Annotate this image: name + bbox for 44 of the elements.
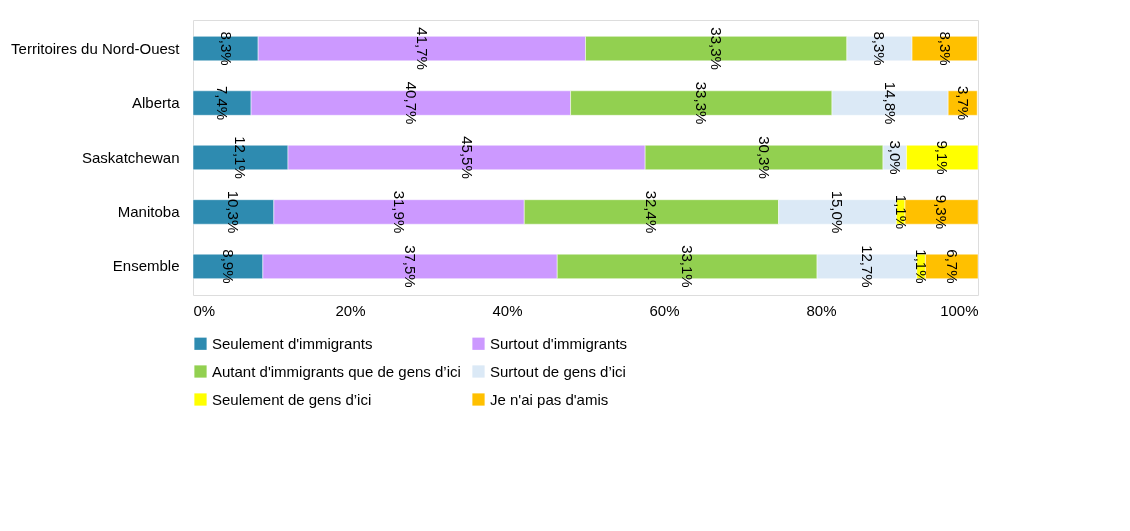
legend-label: Seulement de gens d’ici — [212, 390, 372, 408]
data-label: 8,3% — [217, 31, 235, 66]
data-label: 9,1% — [934, 140, 952, 175]
data-label: 30,3% — [756, 136, 774, 179]
data-label: 10,3% — [225, 190, 243, 234]
data-label: 40,7% — [402, 81, 420, 125]
y-tick-label: Ensemble — [112, 257, 180, 275]
data-label: 14,8% — [882, 81, 900, 125]
y-tick-label: Manitoba — [117, 202, 181, 220]
data-label: 8,3% — [871, 31, 889, 66]
data-label: 32,4% — [643, 190, 661, 234]
data-label: 8,9% — [219, 249, 237, 284]
data-label: 3,0% — [886, 140, 904, 175]
data-label: 12,1% — [232, 136, 250, 179]
data-label: 6,7% — [943, 249, 961, 284]
data-label: 1,1% — [892, 194, 910, 230]
data-label: 3,7% — [954, 85, 972, 121]
x-tick-label: 60% — [649, 301, 680, 319]
data-label: 37,5% — [402, 245, 420, 288]
data-label: 8,3% — [936, 31, 954, 66]
data-label: 1,1% — [913, 249, 931, 284]
data-label: 33,3% — [708, 27, 726, 70]
x-tick-label: 80% — [806, 301, 837, 319]
legend-label: Seulement d'immigrants — [212, 334, 373, 352]
x-tick-label: 0% — [193, 301, 216, 319]
legend-label: Surtout d'immigrants — [490, 334, 628, 352]
legend-label: Je n'ai pas d'amis — [490, 390, 609, 408]
data-label: 31,9% — [391, 190, 409, 234]
y-tick-label: Territoires du Nord-Ouest — [11, 39, 181, 57]
data-label: 9,3% — [933, 194, 951, 230]
y-tick-label: Saskatchewan — [81, 148, 180, 166]
x-tick-label: 40% — [492, 301, 523, 319]
legend-label: Autant d'immigrants que de gens d’ici — [212, 362, 461, 380]
data-label: 12,7% — [858, 245, 876, 288]
data-label: 45,5% — [458, 136, 476, 179]
x-tick-label: 20% — [335, 301, 366, 319]
x-tick-label: 100% — [940, 301, 979, 319]
legend-label: Surtout de gens d’ici — [490, 362, 626, 380]
data-label: 33,3% — [693, 81, 711, 125]
y-tick-label: Alberta — [131, 94, 181, 112]
data-label: 41,7% — [413, 27, 431, 70]
data-label: 15,0% — [829, 190, 847, 234]
data-label: 33,1% — [679, 245, 697, 288]
data-label: 7,4% — [214, 85, 232, 121]
